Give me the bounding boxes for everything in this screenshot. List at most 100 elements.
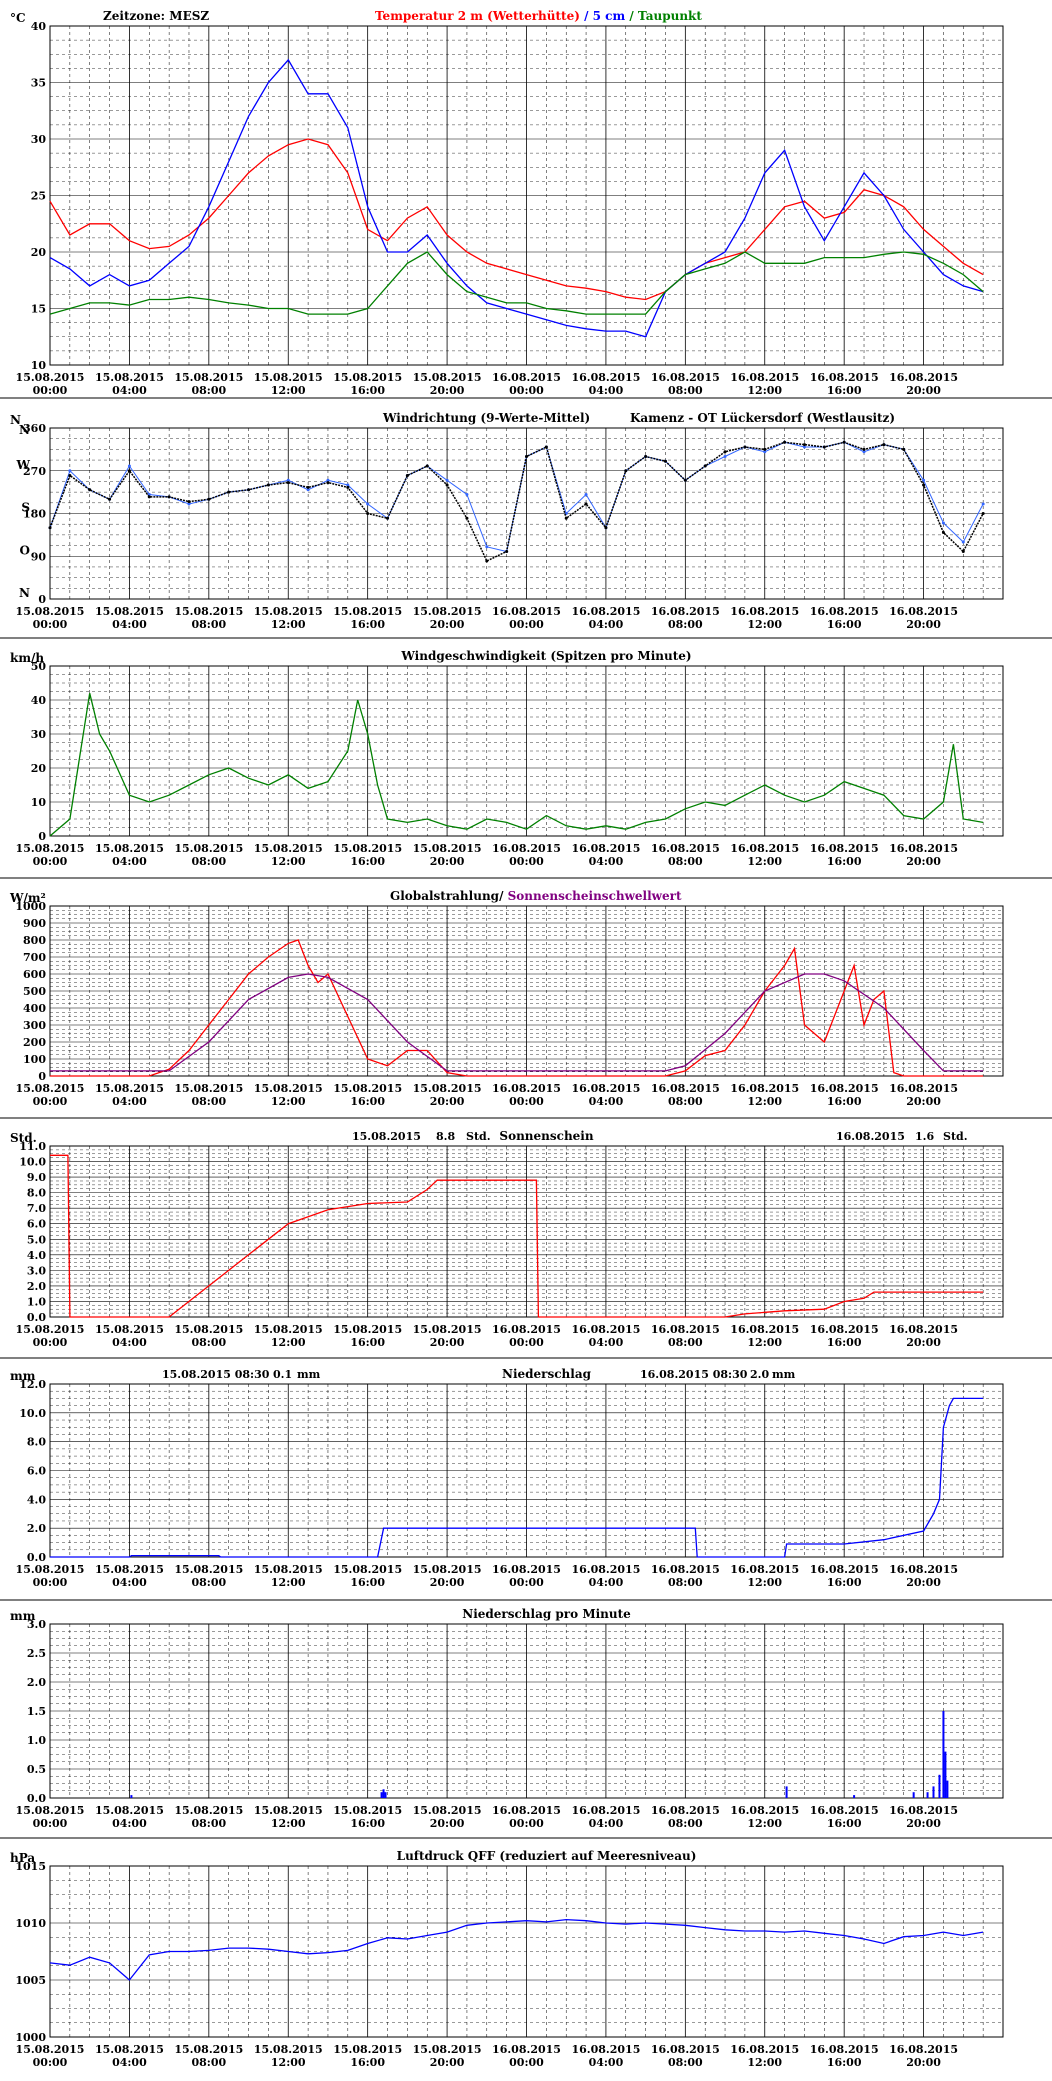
- x-tick-date: 15.08.2015: [95, 1323, 164, 1336]
- x-tick-date: 15.08.2015: [254, 842, 323, 855]
- x-tick-date: 15.08.2015: [95, 2043, 164, 2056]
- data-point: [544, 445, 548, 449]
- data-point: [564, 516, 568, 520]
- data-point: [981, 502, 985, 506]
- x-tick-time: 08:00: [191, 2056, 226, 2069]
- chart-title: Windgeschwindigkeit (Spitzen pro Minute): [400, 649, 691, 663]
- series-line: [50, 973, 984, 1072]
- data-point: [763, 447, 767, 451]
- data-point: [862, 450, 866, 454]
- x-tick-time: 20:00: [430, 618, 465, 631]
- data-point: [266, 483, 270, 487]
- compass-label: N: [19, 423, 30, 437]
- y-tick-label: 800: [23, 934, 46, 947]
- x-tick-time: 16:00: [827, 855, 862, 868]
- y-tick-label: 7.0: [27, 1202, 46, 1215]
- x-tick-date: 16.08.2015: [492, 1563, 561, 1576]
- axis-unit-label: N: [10, 413, 21, 427]
- y-tick-label: 3.0: [27, 1618, 46, 1631]
- x-tick-date: 15.08.2015: [333, 2043, 402, 2056]
- x-tick-date: 15.08.2015: [174, 1082, 243, 1095]
- x-tick-time: 20:00: [430, 1817, 465, 1830]
- x-tick-time: 20:00: [906, 1095, 941, 1108]
- x-tick-time: 20:00: [430, 1336, 465, 1349]
- data-point: [127, 464, 131, 468]
- x-tick-time: 16:00: [350, 1817, 385, 1830]
- x-tick-date: 16.08.2015: [492, 842, 561, 855]
- x-tick-date: 16.08.2015: [810, 1563, 879, 1576]
- x-tick-date: 15.08.2015: [333, 605, 402, 618]
- data-point: [961, 550, 965, 553]
- chart-title: Sonnenschein: [499, 1129, 593, 1143]
- x-tick-date: 16.08.2015: [810, 371, 879, 384]
- x-tick-time: 12:00: [271, 618, 306, 631]
- panel-precipitation_per_minute: 0.0 0.5 1.0 1.5 2.0 2.5 3.0mm Niederschlag pro …: [10, 1607, 1004, 1830]
- y-tick-label: 90: [31, 550, 47, 563]
- x-tick-date: 15.08.2015: [16, 2043, 85, 2056]
- panel-temperature: 10 15 20 25 30 35 40 °C Zeitzone: MESZ Temperatur…: [10, 9, 1004, 397]
- x-tick-date: 16.08.2015: [889, 1804, 958, 1817]
- x-tick-date: 15.08.2015: [95, 1563, 164, 1576]
- x-tick-date: 16.08.2015: [492, 1804, 561, 1817]
- x-tick-time: 00:00: [33, 1817, 68, 1830]
- panel-sunshine: 0.01.02.03.04.05.06.07.08.09.010.011.0St…: [10, 1129, 1004, 1349]
- data-point: [624, 469, 628, 473]
- y-tick-label: 1000: [15, 900, 46, 913]
- data-point: [723, 450, 727, 454]
- y-tick-label: 1005: [15, 1974, 46, 1987]
- x-tick-time: 16:00: [827, 384, 862, 397]
- x-tick-time: 04:00: [112, 1817, 147, 1830]
- x-tick-time: 16:00: [827, 618, 862, 631]
- x-tick-date: 16.08.2015: [889, 605, 958, 618]
- data-point: [405, 474, 409, 477]
- chart-title: Temperatur 2 m (Wetterhütte) / 5 cm / Ta…: [375, 9, 702, 23]
- x-tick-date: 15.08.2015: [95, 605, 164, 618]
- data-point: [644, 455, 648, 458]
- x-tick-date: 16.08.2015: [810, 1082, 879, 1095]
- y-tick-label: 5.0: [27, 1233, 46, 1246]
- x-tick-time: 20:00: [430, 1095, 465, 1108]
- x-tick-date: 16.08.2015: [492, 605, 561, 618]
- x-tick-time: 20:00: [906, 1336, 941, 1349]
- data-point: [445, 478, 449, 482]
- axis-unit-label: km/h: [10, 651, 44, 665]
- x-tick-time: 04:00: [112, 855, 147, 868]
- x-tick-date: 16.08.2015: [810, 2043, 879, 2056]
- x-tick-time: 08:00: [191, 384, 226, 397]
- x-tick-time: 08:00: [191, 1336, 226, 1349]
- y-tick-label: 15: [31, 303, 46, 316]
- x-tick-time: 04:00: [112, 1576, 147, 1589]
- data-point: [167, 495, 171, 499]
- x-tick-time: 00:00: [33, 855, 68, 868]
- x-tick-date: 16.08.2015: [730, 605, 799, 618]
- x-tick-date: 16.08.2015: [571, 1323, 640, 1336]
- y-tick-label: 1.5: [27, 1705, 46, 1718]
- summary-value: 8.8: [436, 1130, 455, 1143]
- x-tick-date: 16.08.2015: [730, 1804, 799, 1817]
- x-tick-date: 15.08.2015: [254, 2043, 323, 2056]
- x-tick-date: 16.08.2015: [730, 1323, 799, 1336]
- x-tick-time: 08:00: [668, 1336, 703, 1349]
- x-tick-time: 12:00: [747, 1336, 782, 1349]
- x-tick-time: 04:00: [589, 855, 624, 868]
- x-tick-date: 15.08.2015: [16, 1804, 85, 1817]
- data-point: [68, 474, 72, 477]
- x-tick-date: 15.08.2015: [16, 1323, 85, 1336]
- x-tick-time: 20:00: [906, 1817, 941, 1830]
- x-tick-time: 12:00: [747, 384, 782, 397]
- summary-date: 15.08.2015: [352, 1130, 421, 1143]
- y-tick-label: 35: [31, 77, 46, 90]
- x-tick-date: 15.08.2015: [16, 605, 85, 618]
- chart-title: Windrichtung (9-Werte-Mittel): [382, 411, 590, 425]
- x-tick-time: 00:00: [509, 855, 544, 868]
- data-point: [306, 485, 310, 489]
- y-tick-label: 0.5: [27, 1763, 46, 1776]
- data-point: [683, 478, 687, 482]
- compass-label: N: [19, 586, 30, 600]
- x-tick-date: 15.08.2015: [254, 371, 323, 384]
- data-point: [286, 478, 290, 482]
- x-tick-date: 16.08.2015: [571, 605, 640, 618]
- data-point: [604, 526, 608, 530]
- x-tick-time: 00:00: [33, 1336, 68, 1349]
